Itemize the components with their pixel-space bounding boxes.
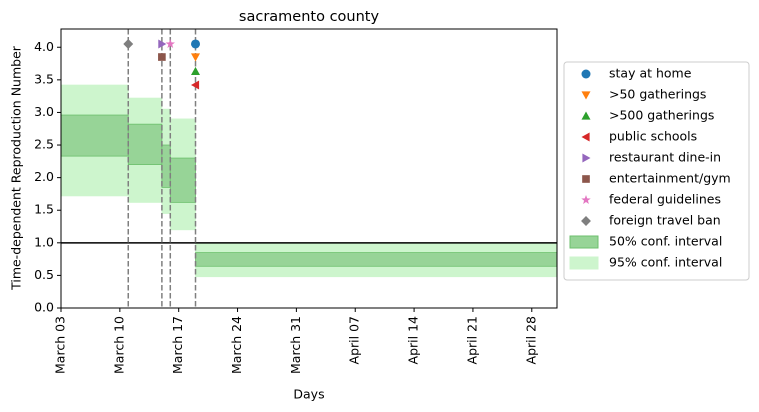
legend-marker [581,195,591,205]
event-marker [191,66,201,75]
legend-swatch [569,256,599,270]
x-tick-label: April 14 [406,316,421,364]
legend-frame [563,61,750,281]
plot-frame [60,28,558,309]
chart-title: sacramento county [239,9,380,25]
x-tick-label: April 07 [347,316,362,364]
interval-band [195,252,558,267]
x-tick-label: March 17 [170,316,185,374]
legend-label: foreign travel ban [609,213,721,228]
legend-label: federal guidelines [609,192,721,207]
legend-marker [581,69,591,79]
x-tick-label: April 28 [523,316,538,364]
legend: stay at home >50 gatherings >500 gathering… [563,61,750,281]
x-tick-label: March 10 [111,316,126,374]
x-tick-label: March 31 [288,316,303,374]
legend-label: >500 gatherings [609,108,714,123]
legend-label: restaurant dine-in [609,150,721,165]
y-tick-label: 0.5 [34,267,54,282]
event-marker [191,80,200,90]
y-tick-label: 1.0 [34,234,54,249]
legend-label: 95% conf. interval [609,255,722,270]
x-axis-label: Days [293,387,324,402]
legend-marker [581,132,590,142]
x-tick-label: March 03 [53,316,68,374]
event-marker [165,39,175,48]
legend-label: 50% conf. interval [609,234,722,249]
legend-swatch [569,235,599,249]
x-tick-label: March 24 [229,316,244,374]
interval-band [127,123,163,165]
legend-label: public schools [609,129,697,144]
event-marker [191,53,201,62]
y-tick-label: 3.0 [34,104,54,119]
event-marker [191,39,201,49]
legend-marker [581,111,591,120]
y-tick-label: 2.0 [34,169,54,184]
interval-band [169,157,196,203]
y-tick-label: 3.5 [34,71,54,86]
y-tick-label: 1.5 [34,202,54,217]
y-tick-label: 4.0 [34,39,54,54]
legend-marker [582,175,590,183]
y-tick-label: 0.0 [34,300,54,315]
legend-label: entertainment/gym [609,171,731,186]
legend-marker [581,216,591,226]
y-tick-label: 2.5 [34,137,54,152]
event-marker [123,39,134,49]
interval-band [161,144,171,188]
interval-band [60,114,129,157]
y-axis-label: Time-dependent Reproduction Number [9,45,24,291]
x-tick-label: April 21 [464,316,479,364]
legend-marker [581,91,591,100]
event-marker [158,53,166,61]
event-marker [158,39,167,49]
legend-label: stay at home [609,66,692,81]
legend-marker [582,153,591,163]
legend-label: >50 gatherings [609,87,706,102]
